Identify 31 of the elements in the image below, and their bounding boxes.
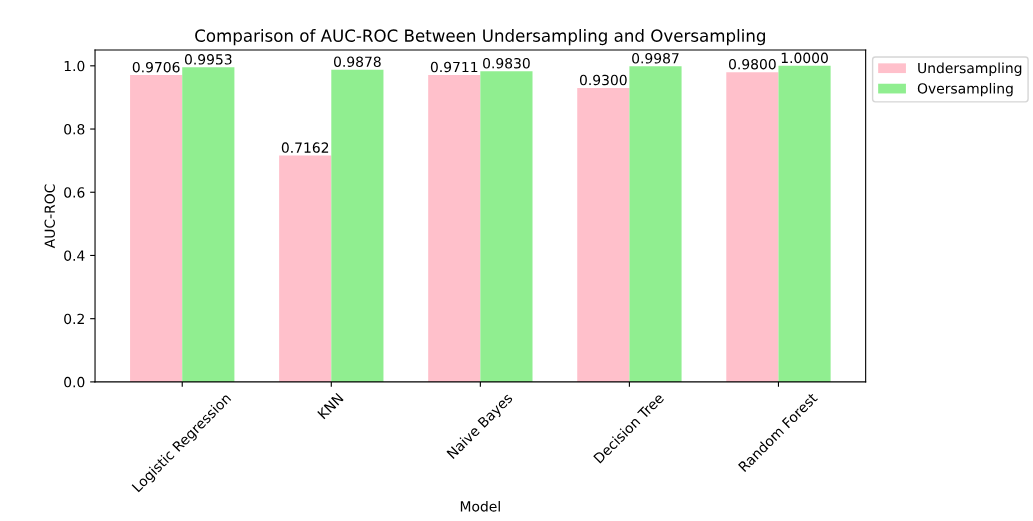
legend-label: Oversampling [917, 82, 1013, 97]
chart-title: Comparison of AUC-ROC Between Undersampling and Oversampling [195, 29, 765, 46]
bar [726, 72, 779, 382]
bar [480, 71, 533, 382]
legend-label: Undersampling [918, 62, 1022, 76]
data-label: 0.9987 [632, 53, 679, 64]
bar [428, 74, 481, 382]
data-label: 0.9878 [333, 56, 381, 67]
data-label: 0.9711 [430, 61, 478, 73]
bar [279, 155, 332, 382]
x-axis-title: Model [460, 500, 500, 512]
data-label: 0.9706 [132, 61, 180, 73]
y-tick-label: 0.4 [64, 250, 85, 261]
bar [331, 69, 384, 382]
y-tick-label: 0.8 [64, 124, 85, 135]
y-tick-label: 0.6 [64, 187, 85, 198]
bar [577, 87, 630, 382]
data-label: 0.9300 [579, 74, 627, 86]
y-tick-label: 0.2 [64, 313, 84, 325]
bar [778, 65, 831, 382]
data-label: 1.0000 [781, 52, 828, 64]
y-tick-label: 0.0 [64, 376, 85, 388]
bar [182, 67, 235, 382]
y-tick-label: 1.0 [64, 60, 85, 72]
data-label: 0.9830 [483, 58, 530, 69]
data-label: 0.9800 [728, 58, 776, 70]
bar [130, 75, 183, 382]
data-label: 0.9953 [184, 54, 232, 65]
bar [629, 66, 682, 382]
data-label: 0.7162 [281, 142, 329, 153]
y-axis-title: AUC-ROC [44, 184, 55, 249]
